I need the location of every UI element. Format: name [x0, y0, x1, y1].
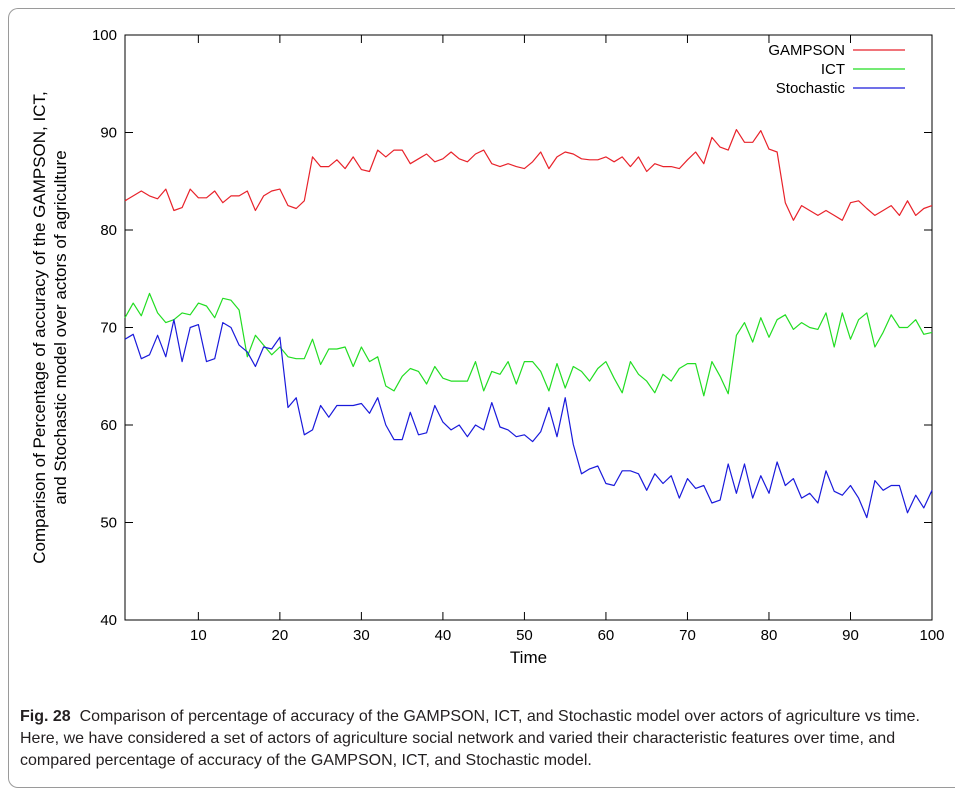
- y-axis-title-line: and Stochastic model over actors of agri…: [51, 150, 70, 504]
- x-tick-label: 60: [598, 627, 615, 644]
- x-tick-label: 90: [842, 627, 859, 644]
- legend-label-gampson: GAMPSON: [768, 42, 845, 59]
- y-tick-label: 70: [100, 320, 117, 337]
- plot-area: 40 50 60 70 80 90 100 10 20 30 40 50 60 70 80 90 100 Time…: [30, 27, 945, 667]
- figure-border: [8, 8, 955, 788]
- series-line-gampson: [124, 129, 933, 221]
- x-tick-label: 100: [919, 627, 944, 644]
- caption-text: Comparison of percentage of accuracy of …: [20, 708, 920, 769]
- y-tick-label: 60: [100, 417, 117, 434]
- y-axis-title-line: Comparison of Percentage of accuracy of …: [30, 91, 49, 563]
- x-tick-label: 40: [435, 627, 452, 644]
- y-tick-label: 80: [100, 222, 117, 239]
- x-axis-title: Time: [510, 648, 547, 667]
- line-chart: 40 50 60 70 80 90 100 10 20 30 40 50 60 70 80 90 100 Time…: [30, 27, 945, 667]
- y-tick-label: 40: [100, 612, 117, 629]
- y-axis-title: Comparison of Percentage of accuracy of …: [30, 91, 70, 563]
- x-tick-label: 10: [190, 627, 207, 644]
- x-tick-label: 50: [516, 627, 533, 644]
- y-tick-label: 100: [92, 27, 117, 44]
- x-tick-label: 70: [679, 627, 696, 644]
- legend-label-stochastic: Stochastic: [776, 80, 846, 97]
- legend-label-ict: ICT: [821, 61, 845, 78]
- series-line-stochastic: [124, 319, 933, 519]
- x-tick-label: 30: [353, 627, 370, 644]
- y-tick-label: 50: [100, 515, 117, 532]
- y-tick-label: 90: [100, 125, 117, 142]
- caption-label: Fig. 28: [20, 708, 71, 725]
- figure-caption: Fig. 28 Comparison of percentage of accu…: [20, 706, 945, 772]
- x-tick-label: 80: [761, 627, 778, 644]
- x-tick-label: 20: [272, 627, 289, 644]
- series-line-ict: [124, 292, 933, 397]
